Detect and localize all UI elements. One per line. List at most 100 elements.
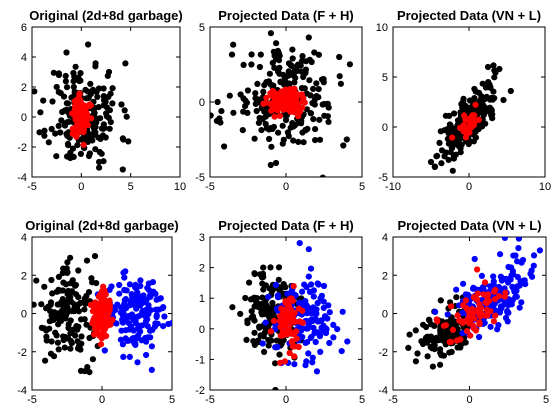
data-point [299, 289, 305, 295]
data-point [482, 104, 488, 110]
data-point [98, 341, 104, 347]
data-point [55, 301, 61, 307]
data-point [76, 343, 82, 349]
data-point [471, 326, 477, 332]
data-point [312, 137, 318, 143]
data-point [67, 294, 73, 300]
data-point [450, 327, 456, 333]
data-point [277, 53, 283, 59]
data-point [277, 324, 283, 330]
data-point [60, 280, 66, 286]
data-point [300, 95, 306, 101]
data-point [47, 318, 53, 324]
data-point [78, 99, 84, 105]
data-point [242, 295, 248, 301]
data-point [245, 87, 251, 93]
data-point [277, 113, 283, 119]
data-point [313, 339, 319, 345]
data-point [40, 98, 46, 104]
data-point [320, 175, 326, 181]
data-point [428, 334, 434, 340]
data-point [276, 264, 282, 270]
data-point [268, 30, 274, 36]
data-point [267, 264, 273, 270]
data-point [251, 330, 257, 336]
data-point [252, 136, 258, 142]
data-point [48, 351, 54, 357]
data-point [80, 129, 86, 135]
data-point [482, 279, 488, 285]
data-point [243, 337, 249, 343]
data-point [139, 337, 145, 343]
data-point [165, 321, 171, 327]
y-tick-label: -4 [17, 385, 27, 397]
data-point [425, 353, 431, 359]
data-point [319, 317, 325, 323]
data-point [129, 311, 135, 317]
y-tick-label: 0 [199, 97, 205, 109]
data-point [407, 332, 413, 338]
x-tick-label: 0 [78, 181, 84, 193]
data-point [460, 98, 466, 104]
data-point [281, 137, 287, 143]
data-point [254, 108, 260, 114]
data-point [280, 123, 286, 129]
data-point [289, 120, 295, 126]
data-point [137, 328, 143, 334]
y-tick-label: -2 [195, 385, 205, 397]
data-point [81, 306, 87, 312]
data-point [472, 256, 478, 262]
data-point [347, 61, 353, 67]
data-point [75, 294, 81, 300]
data-point [216, 115, 222, 121]
data-point [230, 42, 236, 48]
subplot-1: Original (2d+8d garbage) -5 0 5 10 -4 -2 0 2 4 6 [17, 8, 186, 193]
x-tick-label: 10 [539, 181, 551, 193]
data-point [90, 356, 96, 362]
data-point [103, 134, 109, 140]
data-point [94, 94, 100, 100]
data-point [447, 339, 453, 345]
y-tick-label: 2 [21, 82, 27, 94]
data-point [520, 257, 526, 263]
data-point [215, 99, 221, 105]
data-point [101, 97, 107, 103]
data-point [492, 287, 498, 293]
data-point [300, 320, 306, 326]
data-point [297, 300, 303, 306]
data-point [241, 62, 247, 68]
data-point [302, 298, 308, 304]
data-point [310, 86, 316, 92]
subplot-4: Original (2d+8d garbage)-5 0 5-4-2024 [17, 218, 179, 406]
data-point [73, 64, 79, 70]
data-point [137, 277, 143, 283]
data-point [122, 107, 128, 113]
data-point [465, 106, 471, 112]
data-point [463, 340, 469, 346]
data-point [265, 337, 271, 343]
data-point [518, 299, 524, 305]
data-point [437, 346, 443, 352]
data-point [251, 318, 257, 324]
data-point [267, 101, 273, 107]
data-point [42, 358, 48, 364]
data-point [313, 80, 319, 86]
data-point [143, 352, 149, 358]
data-point [146, 287, 152, 293]
data-point [466, 141, 472, 147]
data-point [491, 318, 497, 324]
x-tick-label: -5 [27, 394, 37, 406]
data-point [508, 88, 514, 94]
data-point [49, 126, 55, 132]
data-point [246, 280, 252, 286]
data-point [469, 306, 475, 312]
data-point [438, 297, 444, 303]
data-point [143, 318, 149, 324]
data-point [76, 92, 82, 98]
data-point [155, 307, 161, 313]
data-point [413, 358, 419, 364]
data-point [299, 85, 305, 91]
data-point [308, 266, 314, 272]
data-point [326, 340, 332, 346]
data-point [515, 245, 521, 251]
